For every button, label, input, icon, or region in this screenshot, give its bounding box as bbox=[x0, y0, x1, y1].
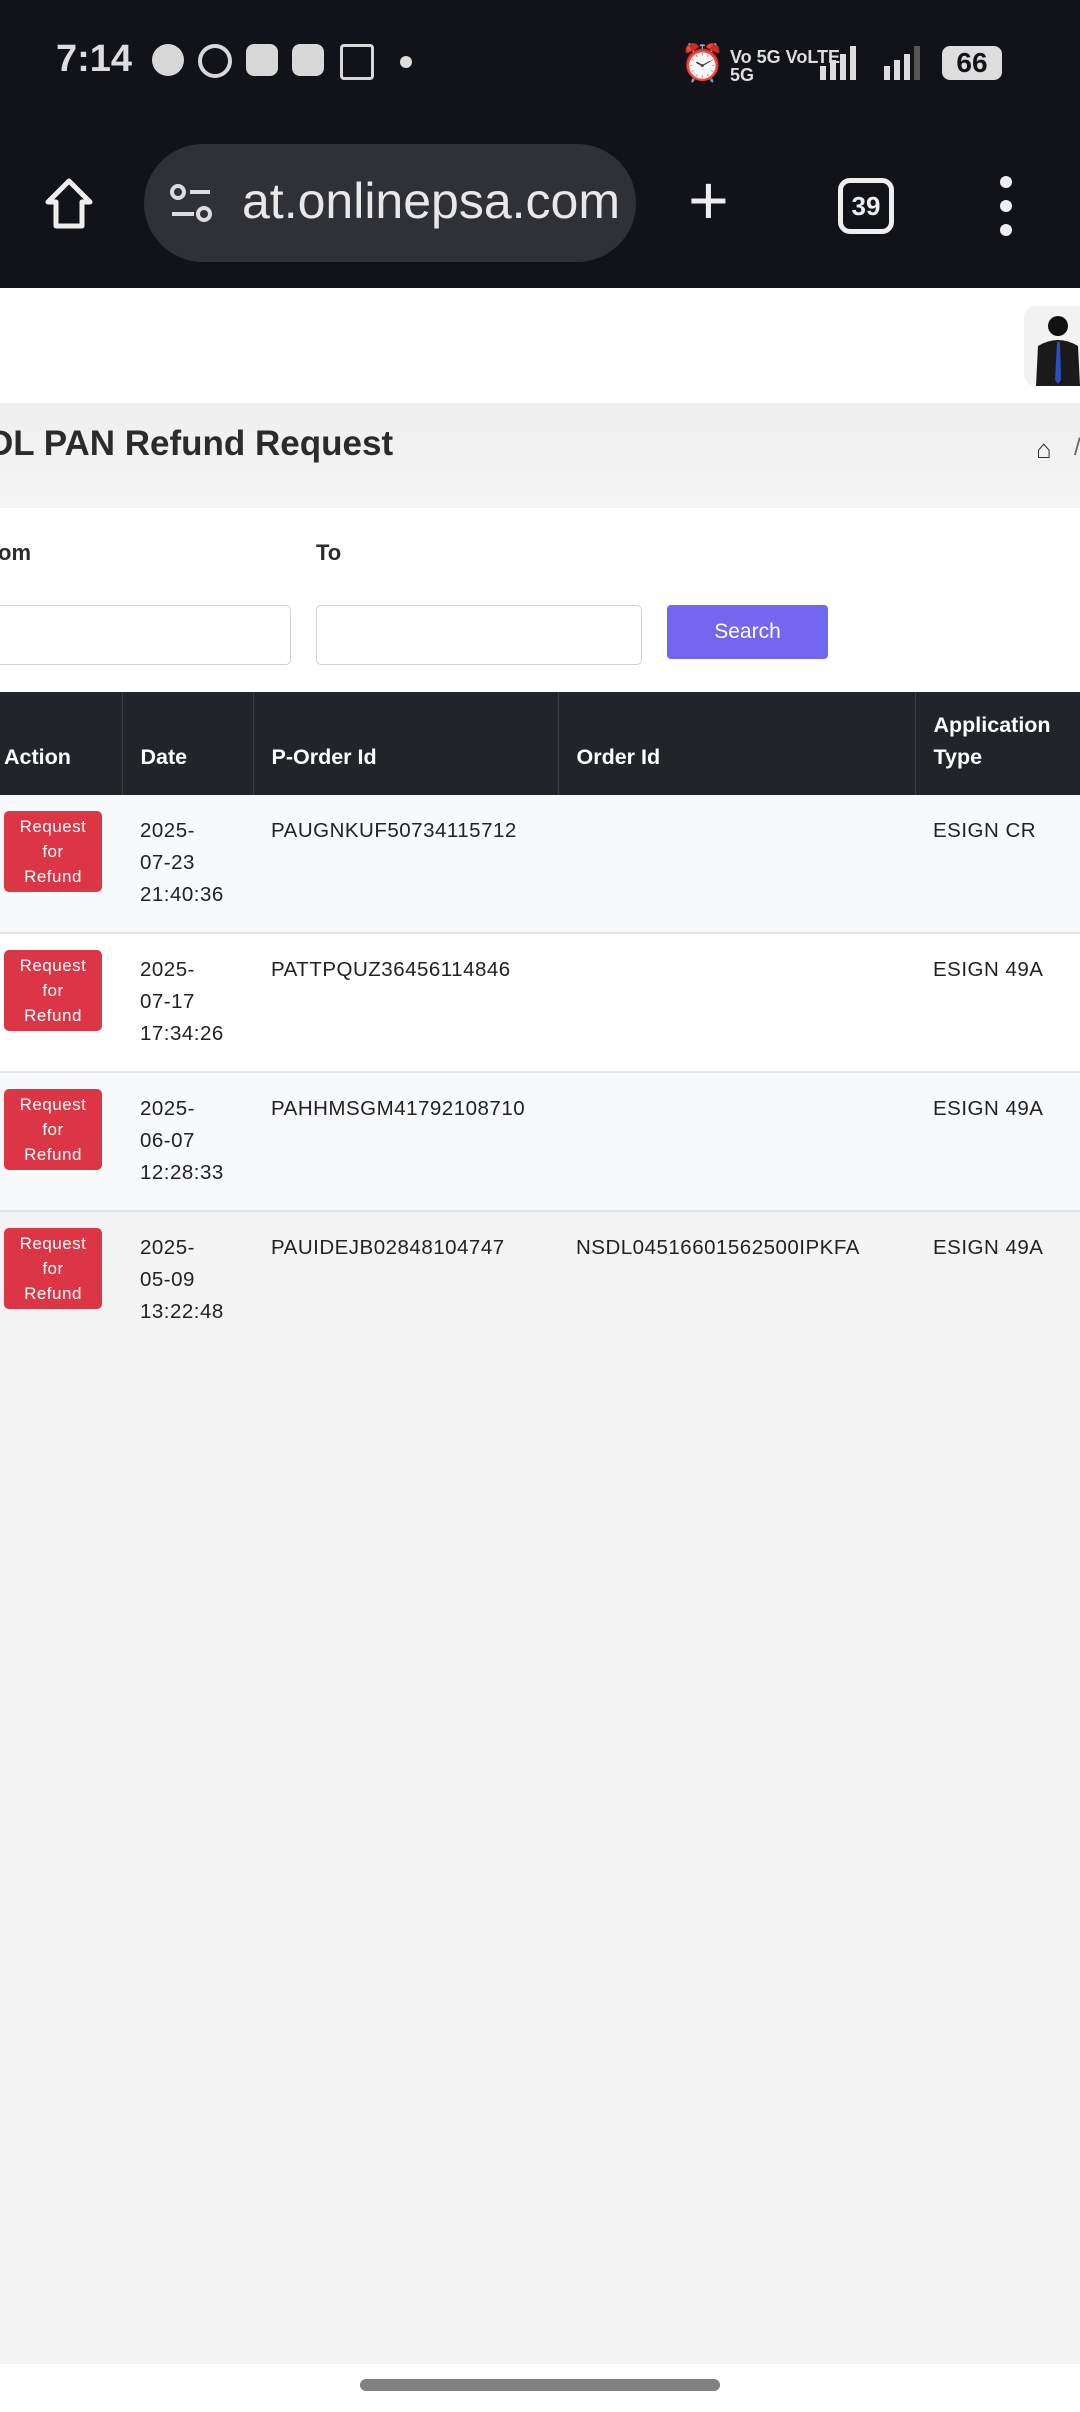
order-id-cell bbox=[558, 933, 915, 1073]
signal-2-icon bbox=[884, 46, 924, 80]
address-bar[interactable] bbox=[144, 144, 636, 262]
page-title-bar bbox=[0, 403, 1080, 508]
header-action: Action bbox=[0, 692, 123, 795]
site-header bbox=[0, 290, 1080, 402]
application-type-cell: ESIGN 49A bbox=[915, 933, 1080, 1073]
tab-switcher-button[interactable]: 39 bbox=[838, 178, 894, 234]
action-cell: Request for Refund bbox=[0, 1211, 122, 1349]
header-order-id: Order Id bbox=[558, 692, 916, 795]
more-notifications-dot bbox=[400, 56, 412, 68]
porder-id-cell: PAUIDEJB02848104747 bbox=[253, 1211, 558, 1349]
refund-table: Action Date P-Order Id Order Id Applicat… bbox=[0, 692, 1080, 1349]
alarm-icon: ⏰ bbox=[680, 42, 725, 83]
from-label: om bbox=[0, 540, 31, 565]
request-refund-button[interactable]: Request for Refund bbox=[4, 950, 102, 1031]
status-bar: 7:14 ⏰ Vo 5G VoLTE 5G 66 bbox=[0, 0, 1080, 120]
date-text: 2025-06-07 12:28:33 bbox=[140, 1097, 224, 1184]
browser-menu-button[interactable] bbox=[1000, 176, 1012, 248]
network-label: Vo 5G VoLTE 5G bbox=[730, 47, 841, 85]
new-tab-button[interactable]: + bbox=[688, 161, 729, 239]
date-cell: 2025-07-23 21:40:36 bbox=[122, 795, 253, 934]
application-type-cell: ESIGN 49A bbox=[915, 1211, 1080, 1349]
application-type-cell: ESIGN 49A bbox=[915, 1072, 1080, 1212]
header-porder-id: P-Order Id bbox=[253, 692, 559, 795]
request-refund-button[interactable]: Request for Refund bbox=[4, 1228, 102, 1309]
header-date: Date bbox=[122, 692, 254, 795]
battery-icon: 66 bbox=[942, 46, 1002, 80]
signal-icon bbox=[820, 46, 860, 80]
breadcrumb-separator: / bbox=[1074, 434, 1080, 462]
site-settings-icon[interactable] bbox=[168, 184, 216, 224]
youtube-icon bbox=[246, 44, 278, 76]
status-time: 7:14 bbox=[56, 38, 133, 80]
home-button[interactable] bbox=[44, 178, 94, 230]
request-refund-button[interactable]: Request for Refund bbox=[4, 1089, 102, 1170]
table-row: Request for Refund 2025-05-09 13:22:48 PAU… bbox=[0, 1211, 1080, 1349]
order-id-cell: NSDL04516601562500IPKFA bbox=[558, 1211, 915, 1349]
to-date-input[interactable] bbox=[316, 605, 642, 665]
breadcrumb-home-icon[interactable]: ⌂ bbox=[1036, 434, 1052, 464]
application-type-cell: ESIGN CR bbox=[915, 795, 1080, 934]
porder-id-cell: PAHHMSGM41792108710 bbox=[253, 1072, 558, 1212]
action-cell: Request for Refund bbox=[0, 795, 122, 934]
chat-icon bbox=[152, 44, 184, 76]
whatsapp-icon bbox=[198, 44, 232, 78]
user-avatar[interactable] bbox=[1024, 306, 1080, 386]
date-cell: 2025-06-07 12:28:33 bbox=[122, 1072, 253, 1212]
table-row: Request for Refund 2025-07-17 17:34:26 PAT… bbox=[0, 933, 1080, 1073]
page-background bbox=[0, 1345, 1080, 2364]
youtube-icon bbox=[292, 44, 324, 76]
app-icon bbox=[340, 44, 374, 80]
order-id-cell bbox=[558, 1072, 915, 1212]
porder-id-cell: PATTPQUZ36456114846 bbox=[253, 933, 558, 1073]
table-row: Request for Refund 2025-07-23 21:40:36 PAU… bbox=[0, 795, 1080, 934]
date-text: 2025-05-09 13:22:48 bbox=[140, 1236, 224, 1323]
gesture-handle[interactable] bbox=[360, 2379, 720, 2391]
search-button[interactable]: Search bbox=[667, 605, 828, 659]
from-date-input[interactable] bbox=[0, 605, 291, 665]
order-id-cell bbox=[558, 795, 915, 934]
date-cell: 2025-05-09 13:22:48 bbox=[122, 1211, 253, 1349]
header-application-type: Application Type bbox=[915, 692, 1080, 795]
url-text[interactable]: at.onlinepsa.com bbox=[242, 173, 621, 229]
date-text: 2025-07-23 21:40:36 bbox=[140, 819, 224, 906]
action-cell: Request for Refund bbox=[0, 1072, 122, 1212]
table-header-row: Action Date P-Order Id Order Id Applicat… bbox=[0, 692, 1080, 795]
porder-id-cell: PAUGNKUF50734115712 bbox=[253, 795, 558, 934]
request-refund-button[interactable]: Request for Refund bbox=[4, 811, 102, 892]
page-title: DL PAN Refund Request bbox=[0, 424, 394, 463]
date-text: 2025-07-17 17:34:26 bbox=[140, 958, 224, 1045]
action-cell: Request for Refund bbox=[0, 933, 122, 1073]
table-row: Request for Refund 2025-06-07 12:28:33 PAH… bbox=[0, 1072, 1080, 1212]
to-label: To bbox=[316, 540, 342, 565]
date-cell: 2025-07-17 17:34:26 bbox=[122, 933, 253, 1073]
